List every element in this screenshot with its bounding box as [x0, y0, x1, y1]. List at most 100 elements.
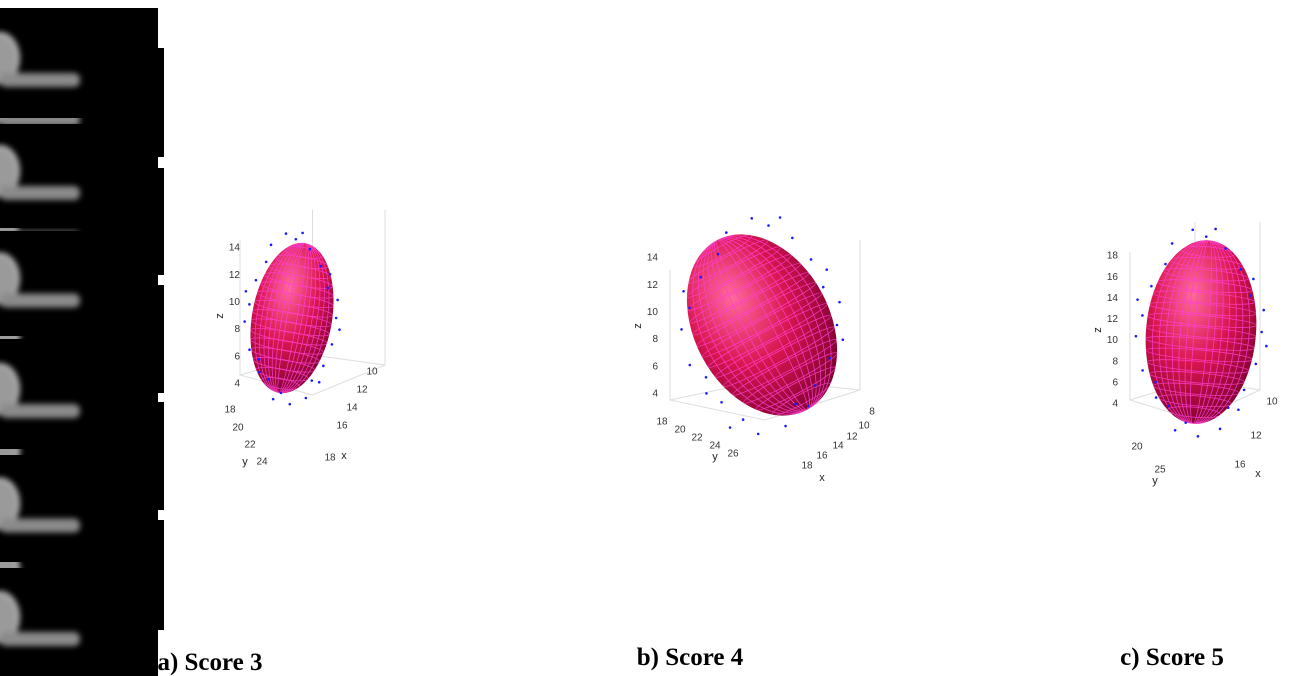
point [258, 358, 261, 361]
ellipsoid [1138, 236, 1264, 429]
point [842, 338, 845, 341]
slice-background [0, 455, 158, 562]
z-tick-label: 6 [234, 351, 240, 362]
point [794, 403, 797, 406]
point [309, 248, 312, 251]
point [1205, 235, 1208, 238]
image-slice [0, 339, 158, 449]
x-tick-label: 12 [846, 432, 858, 443]
point [336, 299, 339, 302]
z-tick-label: 6 [1112, 377, 1118, 388]
y-tick-label: 22 [691, 433, 703, 444]
point [742, 418, 745, 421]
z-tick-label: 8 [234, 324, 240, 335]
y-tick-label: 20 [1131, 442, 1143, 453]
point [245, 290, 248, 293]
y-tick-label: 18 [224, 405, 236, 416]
y-tick-label: 22 [244, 440, 256, 451]
x-axis-label: x [1255, 468, 1261, 480]
bridge [0, 404, 80, 418]
z-tick-label: 14 [1107, 293, 1119, 304]
image-slice [0, 455, 158, 562]
point [688, 306, 691, 309]
point [280, 392, 283, 395]
point [288, 403, 291, 406]
point [1154, 381, 1157, 384]
slice-background [0, 568, 158, 676]
point [1252, 278, 1255, 281]
point [320, 265, 323, 268]
point [699, 276, 702, 279]
z-tick-label: 8 [1112, 356, 1118, 367]
point [836, 324, 839, 327]
point [1136, 298, 1139, 301]
point [791, 237, 794, 240]
x-tick-label: 8 [869, 407, 875, 418]
x-tick-label: 12 [356, 385, 368, 396]
slice-background [0, 124, 158, 228]
image-slice [0, 568, 158, 676]
z-tick-label: 12 [229, 270, 241, 281]
point [1167, 405, 1170, 408]
point [1174, 429, 1177, 432]
x-tick-label: 12 [1250, 431, 1262, 442]
y-tick-label: 18 [656, 417, 668, 428]
z-axis-label: z [1092, 327, 1104, 333]
ellipsoid [239, 236, 344, 400]
point [1155, 396, 1158, 399]
point [1150, 285, 1153, 288]
point [705, 376, 708, 379]
ellipsoid [657, 208, 867, 441]
caption: a) Score 3 [157, 649, 262, 676]
y-tick-label: 24 [256, 457, 268, 468]
point [329, 273, 332, 276]
z-tick-label: 4 [652, 389, 658, 400]
point [767, 224, 770, 227]
ellipsoid-surface [1138, 236, 1264, 429]
z-tick-label: 14 [229, 243, 241, 254]
x-tick-label: 10 [366, 367, 378, 378]
point [285, 232, 288, 235]
bridge [0, 519, 80, 533]
point [1249, 294, 1252, 297]
point [1260, 331, 1263, 334]
z-tick-label: 6 [652, 361, 658, 372]
x-tick-label: 16 [336, 421, 348, 432]
point [243, 320, 246, 323]
point [810, 258, 813, 261]
point [258, 371, 261, 374]
x-tick-label: 14 [346, 403, 358, 414]
point [1255, 363, 1258, 366]
point [305, 397, 308, 400]
x-tick-label: 16 [1234, 460, 1246, 471]
point [301, 232, 304, 235]
x-tick-label: 18 [324, 453, 336, 464]
z-tick-label: 10 [1107, 335, 1119, 346]
point [720, 401, 723, 404]
x-tick-label: 10 [1266, 397, 1278, 408]
point [270, 244, 273, 247]
point [1164, 263, 1167, 266]
point [1224, 247, 1227, 250]
slice-background [0, 8, 158, 118]
point [1184, 421, 1187, 424]
z-tick-label: 14 [647, 253, 659, 264]
point [828, 357, 831, 360]
image-slice [0, 8, 158, 118]
point [680, 328, 683, 331]
x-tick-label: 18 [801, 461, 813, 472]
figure: a) Score 3 b) Score 4 c) Score 5 4681012… [0, 0, 1301, 676]
point [327, 287, 330, 290]
point [1219, 428, 1222, 431]
point [265, 261, 268, 264]
point [1237, 408, 1240, 411]
bridge [0, 186, 80, 200]
point [807, 405, 810, 408]
point [729, 426, 732, 429]
y-tick-label: 26 [727, 449, 739, 460]
point [750, 217, 753, 220]
slice-background [0, 231, 158, 336]
z-tick-label: 10 [647, 307, 659, 318]
y-tick-label: 20 [232, 423, 244, 434]
point [1171, 242, 1174, 245]
